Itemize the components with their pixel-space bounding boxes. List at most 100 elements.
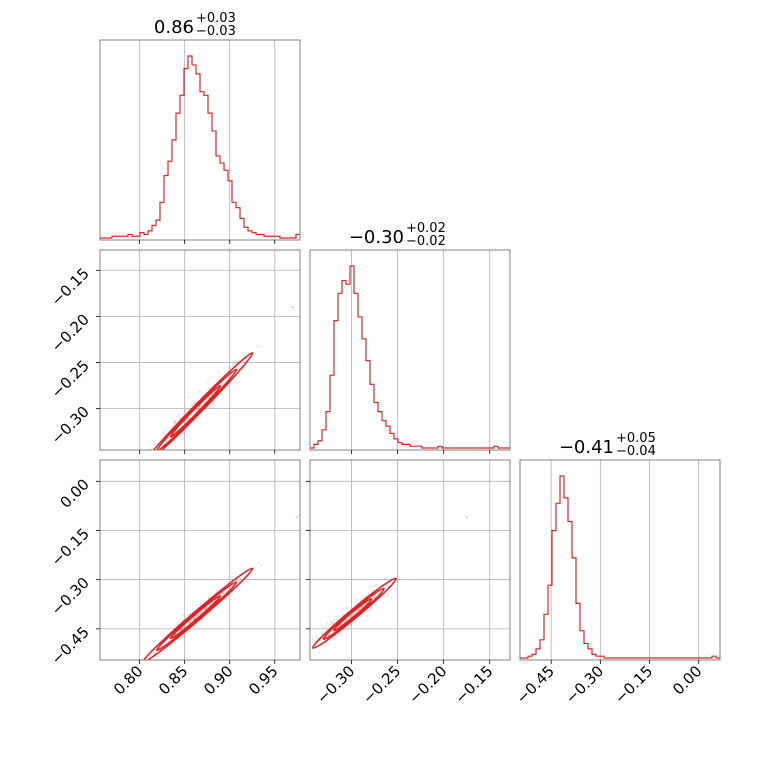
scatter-point: [345, 607, 348, 610]
title-minus: −0.04: [616, 444, 656, 459]
scatter-point: [199, 610, 203, 613]
scatter-point: [322, 643, 326, 646]
scatter-point: [153, 455, 155, 457]
y-tick-label: −0.30: [48, 574, 93, 619]
panel-frame: [519, 459, 721, 661]
contour-level-2: [141, 567, 254, 660]
x-tick-label: 0.00: [669, 662, 705, 698]
scatter-point: [168, 444, 171, 447]
scatter-point: [141, 473, 143, 475]
scatter-point: [311, 637, 314, 640]
scatter-point: [329, 620, 333, 624]
scatter-point: [220, 393, 223, 396]
scatter-point: [332, 621, 335, 624]
scatter-point: [181, 613, 185, 616]
scatter-point: [359, 616, 362, 619]
scatter-point: [206, 381, 209, 384]
scatter-point: [291, 306, 294, 309]
scatter-point: [370, 585, 373, 588]
scatter-point: [364, 594, 367, 598]
scatter-point: [260, 563, 263, 567]
scatter-point: [348, 615, 352, 618]
x-tick-label: −0.30: [313, 662, 358, 707]
scatter-point: [198, 390, 201, 393]
scatter-point: [144, 666, 146, 668]
contour-level-2: [141, 352, 254, 450]
scatter-point: [224, 380, 227, 383]
scatter-point: [177, 413, 180, 417]
panel-0-0: [139, 40, 276, 240]
panel-frame: [309, 459, 511, 661]
scatter-point: [228, 367, 231, 370]
scatter-point: [162, 450, 164, 452]
scatter-point: [345, 618, 348, 621]
scatter-point: [369, 607, 372, 610]
scatter-point: [187, 622, 190, 625]
scatter-point: [153, 652, 156, 655]
scatter-point: [359, 606, 362, 609]
scatter-point: [351, 613, 354, 616]
scatter-point: [221, 592, 225, 595]
panel-frame: [99, 39, 301, 241]
scatter-point: [210, 393, 214, 396]
scatter-point: [195, 615, 198, 618]
scatter-point: [199, 405, 202, 408]
contour-level-0: [333, 597, 373, 632]
y-tick-label: −0.15: [48, 264, 93, 309]
panel-2-0: [100, 460, 300, 660]
scatter-point: [359, 598, 362, 602]
x-tick-label: −0.15: [451, 662, 496, 707]
scatter-point: [169, 645, 172, 649]
scatter-point: [384, 595, 388, 598]
histogram-param-0: [100, 55, 300, 239]
scatter-point: [373, 584, 376, 588]
x-tick-label: 0.80: [110, 662, 146, 698]
scatter-point: [212, 402, 215, 406]
scatter-point: [140, 661, 142, 663]
scatter-point: [212, 401, 215, 404]
scatter-point: [202, 402, 206, 405]
scatter-point: [162, 431, 165, 434]
scatter-point: [163, 429, 167, 432]
x-tick-label: −0.15: [611, 662, 656, 707]
title-plus: +0.03: [196, 11, 236, 26]
title-minus: −0.03: [196, 24, 236, 39]
scatter-point: [361, 595, 364, 598]
scatter-point: [386, 593, 390, 597]
scatter-point: [155, 455, 157, 457]
contour-level-0: [169, 384, 222, 438]
x-tick-label: 0.95: [245, 662, 281, 698]
scatter-point: [257, 344, 260, 348]
scatter-point: [180, 438, 183, 441]
scatter-point: [385, 584, 388, 587]
scatter-point: [183, 410, 186, 413]
scatter-point: [181, 432, 184, 435]
scatter-point: [174, 421, 177, 425]
scatter-point: [379, 599, 382, 602]
scatter-point: [151, 464, 153, 466]
scatter-point: [193, 617, 196, 620]
scatter-point: [203, 608, 207, 611]
title-plus: +0.05: [616, 431, 656, 446]
scatter-point: [331, 622, 334, 625]
scatter-point: [199, 612, 202, 616]
scatter-point: [360, 596, 363, 600]
scatter-point: [167, 639, 170, 642]
x-tick-label: −0.30: [562, 662, 607, 707]
scatter-point: [178, 417, 182, 420]
scatter-point: [159, 653, 162, 656]
panel-frame: [99, 249, 301, 451]
scatter-point: [187, 396, 190, 399]
scatter-point: [354, 602, 357, 605]
scatter-point: [232, 363, 235, 366]
scatter-point: [354, 598, 358, 601]
scatter-point: [189, 620, 192, 623]
title-param-0: 0.86 +0.03−0.03: [154, 11, 236, 39]
scatter-point: [209, 405, 213, 408]
scatter-point: [149, 665, 151, 667]
scatter-point: [236, 579, 239, 582]
scatter-point: [207, 396, 211, 399]
scatter-point: [296, 516, 299, 519]
scatter-point: [143, 466, 145, 468]
